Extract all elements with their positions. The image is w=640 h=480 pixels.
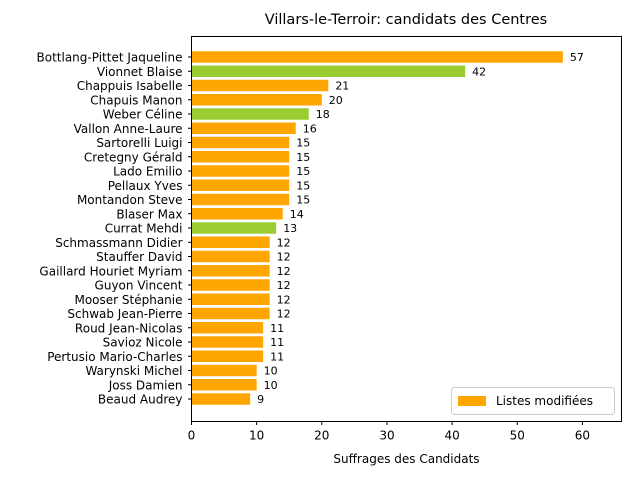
y-tick-label: Weber Céline xyxy=(103,108,183,122)
y-tick-label: Joss Damien xyxy=(108,378,183,392)
legend-label: Listes modifiées xyxy=(496,394,593,408)
bar xyxy=(191,122,296,134)
data-label: 12 xyxy=(277,308,291,321)
data-label: 21 xyxy=(335,80,349,93)
data-label: 18 xyxy=(316,108,330,121)
data-label: 20 xyxy=(329,94,343,107)
x-tick-label: 50 xyxy=(510,429,525,443)
x-tick-label: 30 xyxy=(379,429,394,443)
bar xyxy=(191,322,264,334)
y-tick-label: Gaillard Houriet Myriam xyxy=(39,264,182,278)
y-tick-label: Vionnet Blaise xyxy=(97,65,183,79)
bar xyxy=(191,65,466,77)
y-tick-label: Cretegny Gérald xyxy=(84,150,183,164)
data-labels-group: 5742212018161515151515141312121212121211… xyxy=(257,51,584,406)
y-tick-label: Schwab Jean-Pierre xyxy=(67,307,182,321)
data-label: 57 xyxy=(570,51,584,64)
y-tick-label: Savioz Nicole xyxy=(103,336,183,350)
bar xyxy=(191,265,270,277)
y-tick-label: Schmassmann Didier xyxy=(55,236,182,250)
bar xyxy=(191,108,309,120)
x-tick-label: 0 xyxy=(188,429,196,443)
y-tick-label: Chapuis Manon xyxy=(90,93,182,107)
data-label: 12 xyxy=(277,265,291,278)
data-label: 12 xyxy=(277,279,291,292)
x-tick-label: 40 xyxy=(444,429,459,443)
y-tick-label: Bottlang-Pittet Jaqueline xyxy=(37,51,183,65)
y-tick-label: Warynski Michel xyxy=(85,364,182,378)
bar xyxy=(191,364,257,377)
data-label: 12 xyxy=(277,293,291,306)
data-label: 15 xyxy=(296,137,310,150)
bar xyxy=(191,393,251,405)
bar xyxy=(191,165,290,177)
bar xyxy=(191,179,290,191)
bar xyxy=(191,94,322,106)
bar xyxy=(191,79,329,92)
data-label: 11 xyxy=(270,336,284,349)
x-axis-ticks: 0 10 20 30 40 50 60 xyxy=(188,421,590,443)
y-tick-label: Beaud Audrey xyxy=(98,393,183,407)
y-tick-label: Guyon Vincent xyxy=(95,279,183,293)
bar xyxy=(191,193,290,206)
data-label: 11 xyxy=(270,350,284,363)
bar xyxy=(191,208,283,220)
y-tick-label: Montandon Steve xyxy=(77,193,183,207)
bar xyxy=(191,51,563,63)
data-label: 15 xyxy=(296,151,310,164)
y-tick-label: Lado Emilio xyxy=(113,165,182,179)
chart-title: Villars-le-Terroir: candidats des Centre… xyxy=(265,12,547,28)
bar xyxy=(191,307,270,320)
data-label: 10 xyxy=(264,365,278,378)
x-tick-label: 60 xyxy=(575,429,590,443)
bar xyxy=(191,136,290,149)
bar xyxy=(191,151,290,163)
data-label: 9 xyxy=(257,393,264,406)
y-tick-label: Blaser Max xyxy=(116,207,182,221)
y-tick-label: Sartorelli Luigi xyxy=(96,136,182,150)
data-label: 16 xyxy=(303,122,317,135)
bar xyxy=(191,279,270,291)
y-tick-label: Currat Mehdi xyxy=(105,222,183,236)
legend: Listes modifiées xyxy=(451,387,615,415)
bar xyxy=(191,350,264,362)
bars-group xyxy=(191,51,563,405)
x-tick-label: 10 xyxy=(249,429,264,443)
plot-frame xyxy=(191,36,622,422)
legend-box xyxy=(451,387,615,415)
y-tick-label: Pertusio Mario-Charles xyxy=(47,350,182,364)
x-tick-label: 20 xyxy=(314,429,329,443)
bar xyxy=(191,250,270,263)
bar xyxy=(191,293,270,305)
bar xyxy=(191,222,277,234)
bar xyxy=(191,236,270,248)
data-label: 15 xyxy=(296,165,310,178)
bar xyxy=(191,379,257,391)
y-tick-label: Roud Jean-Nicolas xyxy=(75,321,183,335)
y-tick-label: Mooser Stéphanie xyxy=(74,293,182,307)
y-tick-label: Pellaux Yves xyxy=(108,179,183,193)
data-label: 11 xyxy=(270,322,284,335)
bar xyxy=(191,336,264,348)
data-label: 15 xyxy=(296,179,310,192)
data-label: 10 xyxy=(264,379,278,392)
data-label: 13 xyxy=(283,222,297,235)
data-label: 12 xyxy=(277,236,291,249)
data-label: 15 xyxy=(296,194,310,207)
legend-swatch xyxy=(458,396,486,406)
data-label: 12 xyxy=(277,251,291,264)
y-tick-label: Stauffer David xyxy=(96,250,182,264)
data-label: 42 xyxy=(472,65,486,78)
x-axis-label: Suffrages des Candidats xyxy=(333,452,479,466)
y-tick-label: Vallon Anne-Laure xyxy=(74,122,183,136)
data-label: 14 xyxy=(290,208,304,221)
y-tick-label: Chappuis Isabelle xyxy=(77,79,183,93)
